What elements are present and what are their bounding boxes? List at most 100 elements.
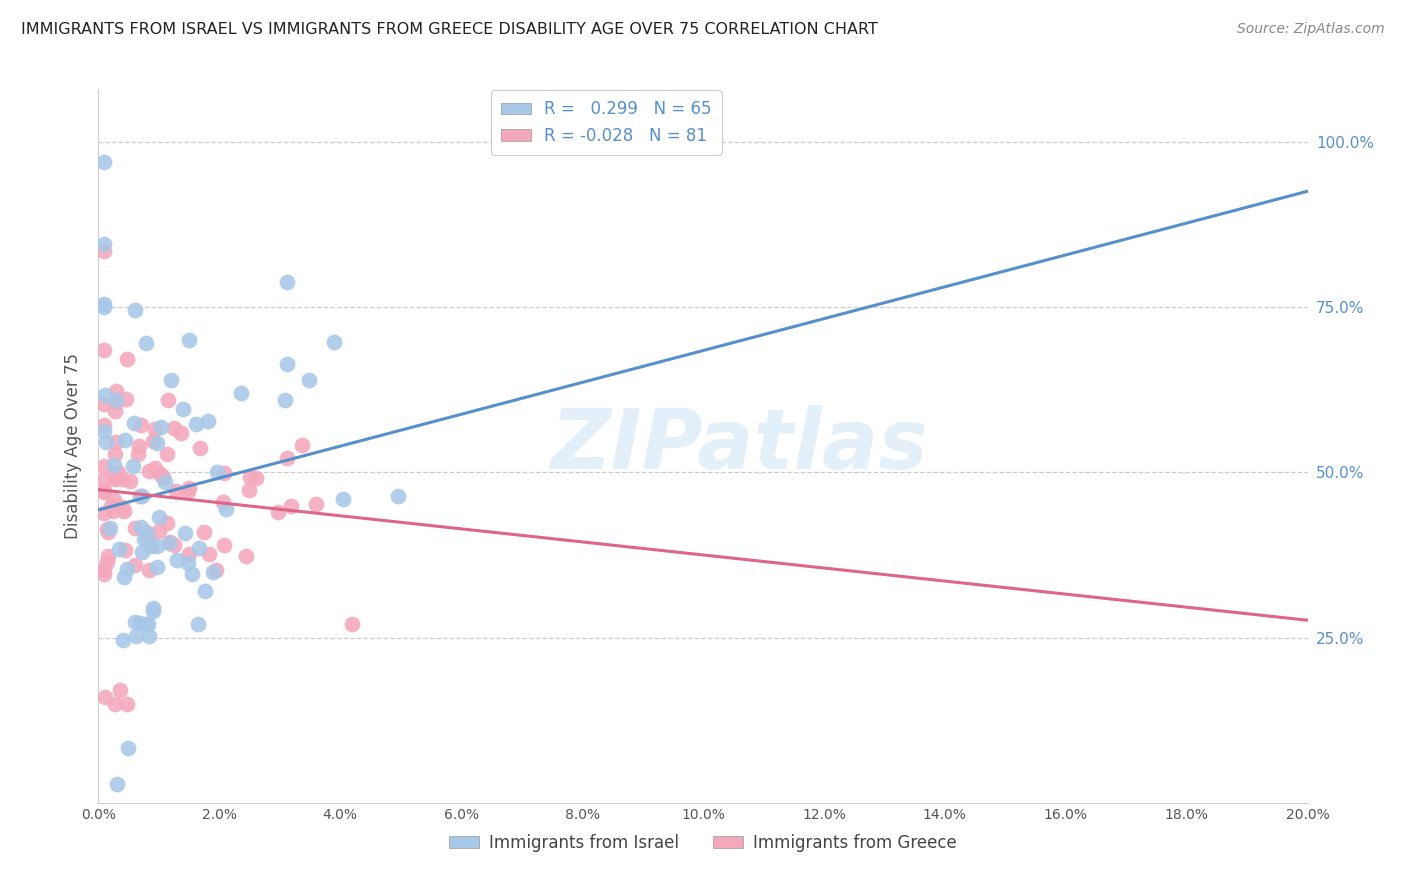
Point bbox=[105, 435, 128, 450]
Point bbox=[104, 394, 127, 409]
Point bbox=[323, 335, 346, 350]
Point bbox=[181, 566, 204, 581]
Point bbox=[177, 333, 200, 347]
Point bbox=[146, 436, 169, 450]
Point bbox=[114, 543, 136, 558]
Point bbox=[149, 467, 172, 482]
Point bbox=[340, 617, 363, 632]
Point bbox=[159, 373, 181, 387]
Point bbox=[177, 483, 200, 498]
Point bbox=[143, 461, 166, 475]
Point bbox=[273, 393, 295, 408]
Point bbox=[159, 535, 181, 549]
Point bbox=[93, 417, 115, 432]
Point bbox=[145, 560, 167, 574]
Point bbox=[298, 373, 321, 387]
Point bbox=[93, 562, 115, 576]
Point bbox=[108, 542, 131, 557]
Point bbox=[111, 633, 134, 648]
Point bbox=[104, 404, 127, 418]
Point bbox=[156, 446, 179, 460]
Point bbox=[93, 483, 115, 498]
Point bbox=[131, 545, 153, 559]
Point bbox=[124, 521, 146, 535]
Point bbox=[131, 417, 153, 432]
Point bbox=[107, 465, 129, 479]
Point bbox=[177, 557, 200, 571]
Point bbox=[93, 458, 115, 473]
Point bbox=[276, 275, 298, 289]
Point bbox=[187, 617, 209, 632]
Point bbox=[94, 472, 117, 486]
Point bbox=[138, 464, 160, 478]
Point bbox=[97, 524, 120, 539]
Point bbox=[188, 441, 211, 455]
Point bbox=[103, 458, 125, 473]
Point bbox=[135, 336, 157, 351]
Point bbox=[93, 506, 115, 520]
Point bbox=[127, 447, 149, 461]
Point bbox=[207, 465, 229, 479]
Point bbox=[129, 489, 152, 503]
Point bbox=[118, 474, 141, 488]
Point bbox=[115, 392, 138, 406]
Point bbox=[202, 565, 225, 579]
Point bbox=[142, 601, 165, 615]
Point bbox=[142, 434, 165, 448]
Point bbox=[156, 516, 179, 530]
Point bbox=[276, 357, 298, 371]
Point bbox=[212, 494, 235, 508]
Point bbox=[129, 616, 152, 631]
Point bbox=[131, 490, 153, 504]
Point bbox=[387, 489, 409, 503]
Point bbox=[117, 697, 139, 711]
Point bbox=[163, 421, 186, 435]
Point bbox=[148, 524, 170, 538]
Point bbox=[93, 690, 115, 704]
Point bbox=[117, 562, 139, 576]
Point bbox=[104, 697, 127, 711]
Point bbox=[157, 536, 180, 550]
Point bbox=[170, 426, 193, 441]
Point bbox=[93, 567, 115, 582]
Point bbox=[135, 525, 157, 540]
Text: IMMIGRANTS FROM ISRAEL VS IMMIGRANTS FROM GREECE DISABILITY AGE OVER 75 CORRELAT: IMMIGRANTS FROM ISRAEL VS IMMIGRANTS FRO… bbox=[21, 22, 877, 37]
Point bbox=[93, 343, 115, 358]
Point bbox=[305, 497, 328, 511]
Point bbox=[93, 425, 115, 439]
Point bbox=[108, 683, 131, 698]
Point bbox=[194, 584, 217, 599]
Point bbox=[93, 300, 115, 314]
Point bbox=[235, 549, 257, 563]
Point bbox=[111, 500, 134, 515]
Point bbox=[128, 439, 150, 453]
Point bbox=[93, 485, 115, 500]
Point bbox=[93, 237, 115, 252]
Point bbox=[280, 499, 302, 513]
Point bbox=[152, 469, 174, 483]
Point bbox=[179, 547, 201, 561]
Point bbox=[157, 392, 180, 407]
Point bbox=[105, 393, 128, 408]
Point bbox=[172, 402, 194, 417]
Point bbox=[136, 617, 159, 632]
Point bbox=[112, 504, 135, 518]
Point bbox=[205, 563, 228, 577]
Point bbox=[136, 531, 159, 545]
Point bbox=[135, 617, 157, 632]
Point bbox=[163, 538, 186, 552]
Point bbox=[149, 419, 172, 434]
Point bbox=[124, 558, 146, 573]
Point bbox=[177, 481, 200, 495]
Point bbox=[197, 414, 219, 428]
Point bbox=[104, 472, 127, 486]
Point bbox=[141, 540, 163, 554]
Point bbox=[276, 450, 298, 465]
Point bbox=[184, 417, 207, 432]
Point bbox=[124, 615, 146, 630]
Point bbox=[104, 470, 127, 484]
Point bbox=[198, 547, 221, 561]
Point bbox=[111, 471, 134, 485]
Point bbox=[212, 466, 235, 480]
Point bbox=[212, 538, 235, 552]
